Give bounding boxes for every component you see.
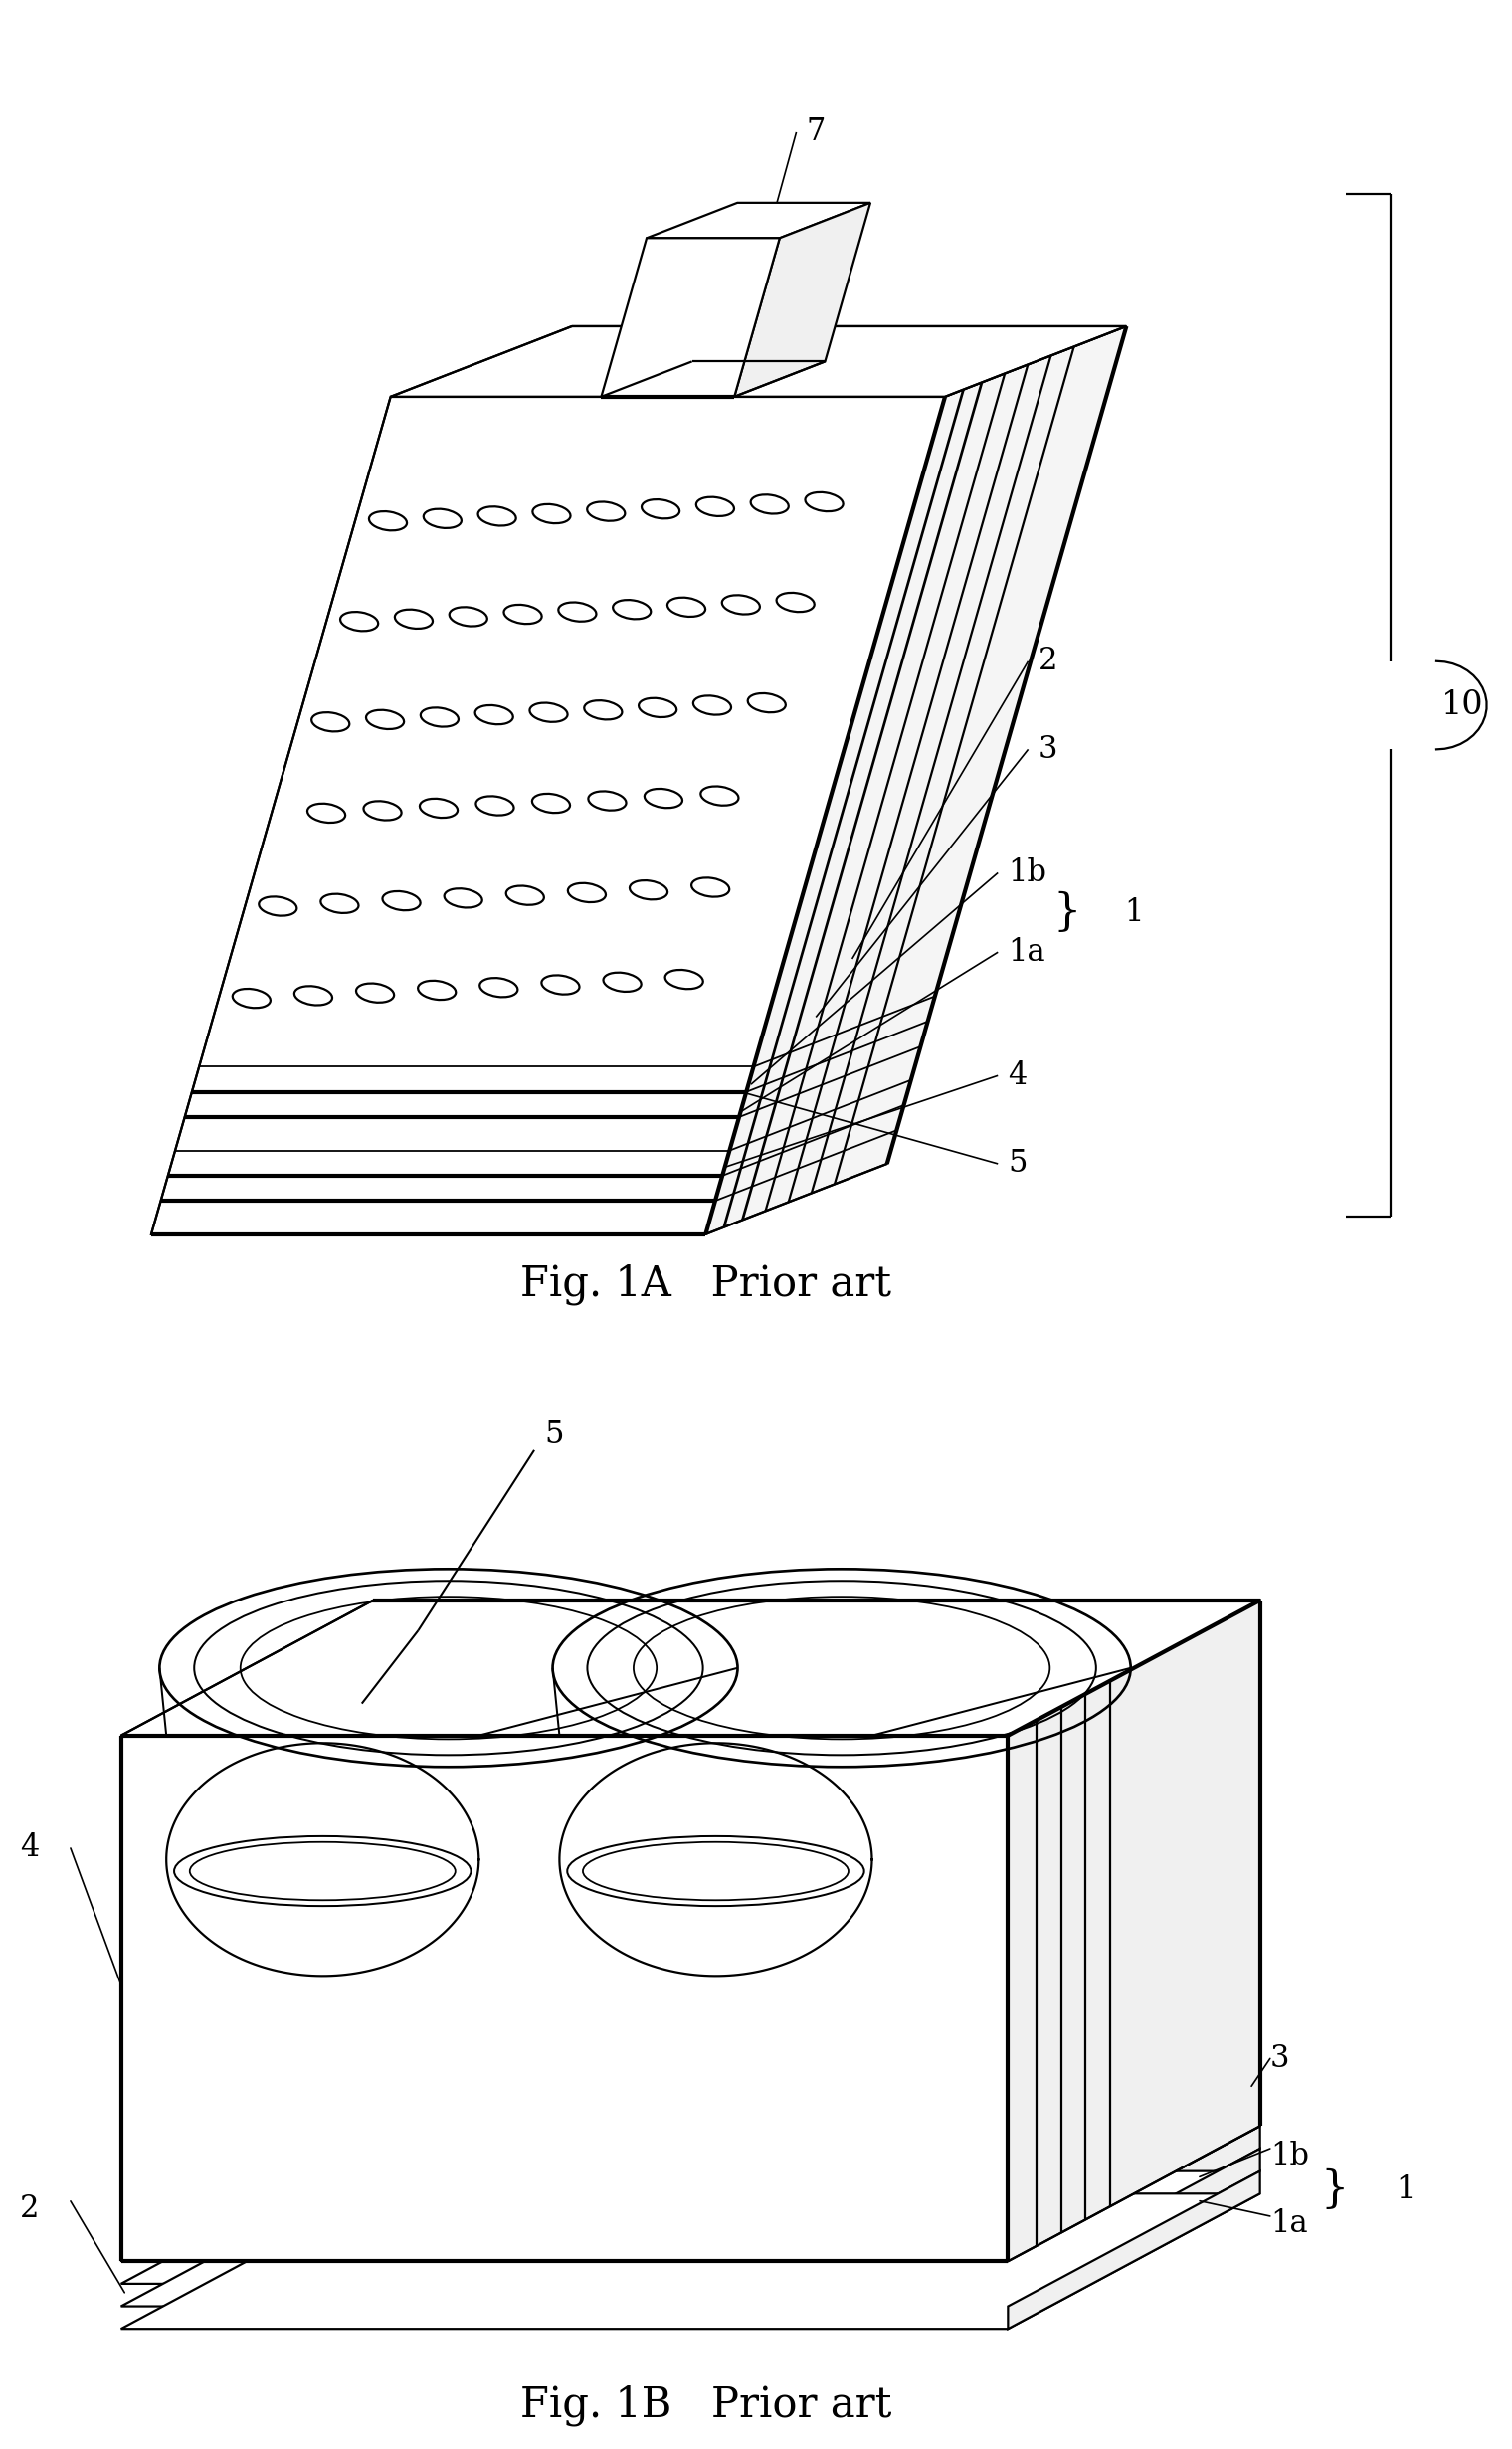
Polygon shape	[1009, 2126, 1259, 2285]
Text: 3: 3	[1270, 2042, 1290, 2074]
Text: Fig. 1B   Prior art: Fig. 1B Prior art	[520, 2385, 891, 2427]
Text: 1: 1	[1396, 2175, 1415, 2204]
Text: 1a: 1a	[1270, 2209, 1308, 2238]
Text: 5: 5	[544, 1420, 564, 1450]
Polygon shape	[390, 326, 1126, 397]
Polygon shape	[121, 2148, 1259, 2285]
Polygon shape	[602, 238, 780, 397]
Polygon shape	[735, 203, 871, 397]
Polygon shape	[1009, 1599, 1259, 2260]
Polygon shape	[151, 397, 945, 1234]
Polygon shape	[1009, 2148, 1259, 2307]
Text: 7: 7	[806, 118, 826, 147]
Text: Fig. 1A   Prior art: Fig. 1A Prior art	[520, 1264, 891, 1305]
Polygon shape	[121, 1599, 1259, 1736]
Polygon shape	[647, 203, 871, 238]
Text: 5: 5	[1009, 1149, 1027, 1178]
Polygon shape	[121, 2172, 1259, 2307]
Text: 2: 2	[20, 2194, 39, 2224]
Text: 1a: 1a	[1009, 938, 1045, 967]
Polygon shape	[121, 2194, 1259, 2329]
Polygon shape	[706, 326, 1126, 1234]
Polygon shape	[121, 1736, 1009, 2260]
Text: }: }	[1054, 891, 1081, 933]
Text: 1b: 1b	[1009, 857, 1046, 889]
Text: 1b: 1b	[1270, 2140, 1309, 2172]
Text: 1: 1	[1123, 896, 1143, 928]
Text: 2: 2	[1039, 647, 1057, 676]
Text: 10: 10	[1441, 691, 1483, 720]
Polygon shape	[1009, 2172, 1259, 2329]
Text: 3: 3	[1039, 735, 1057, 764]
Text: }: }	[1320, 2167, 1349, 2211]
Text: 4: 4	[20, 1832, 39, 1864]
Text: 4: 4	[1009, 1060, 1027, 1090]
